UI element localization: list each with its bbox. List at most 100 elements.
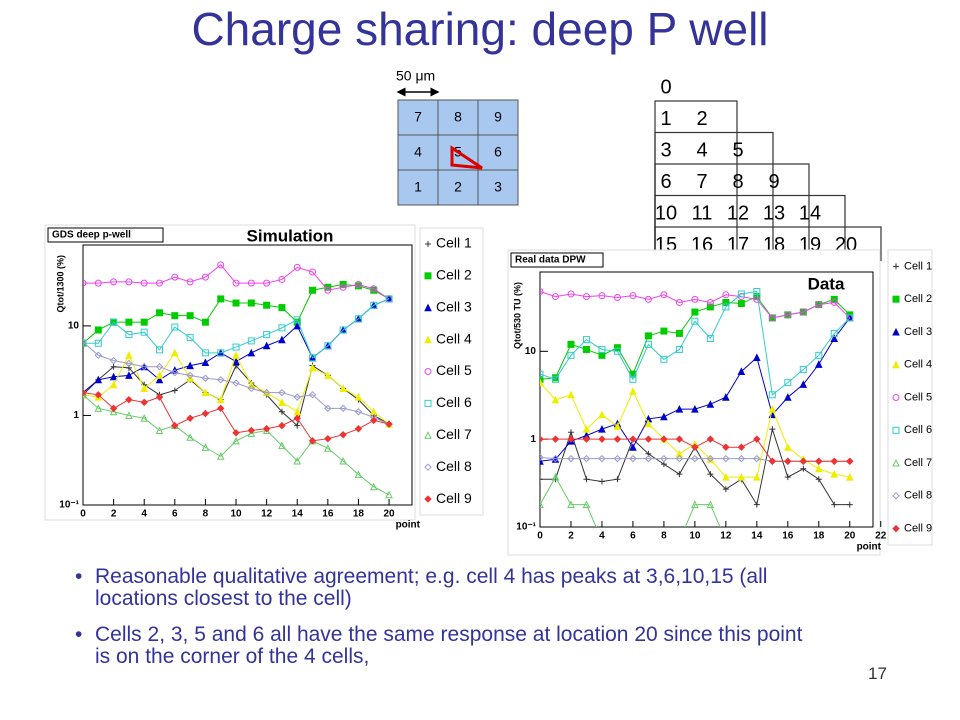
marker [186,414,194,422]
legend-label: Cell 9 [904,523,932,535]
marker [660,454,668,463]
marker [660,355,668,363]
marker [155,375,164,384]
x-tick-label: 8 [661,531,667,542]
x-tick-label: 10 [689,531,701,542]
series-line [83,341,390,425]
x-tick-label: 6 [630,531,636,542]
marker [551,435,560,443]
pixel-label: 1 [414,179,422,195]
marker [814,360,823,368]
x-tick-label: 22 [875,531,887,542]
marker [217,404,225,413]
marker [156,346,164,354]
marker [598,435,606,443]
legend-label: Cell 6 [904,424,932,436]
marker [737,300,745,308]
marker [675,454,684,463]
marker [155,393,164,401]
marker [262,388,271,397]
marker [737,290,745,298]
marker [567,500,575,509]
marker [110,318,118,326]
marker [110,363,117,370]
lattice-label: 7 [696,171,707,193]
marker [582,336,590,344]
marker [567,454,575,463]
legend-marker [424,272,432,280]
series-line [540,290,851,396]
marker [186,278,194,286]
legend-label: Cell 5 [436,362,472,378]
marker [217,376,225,384]
pixel-label: 4 [414,144,422,160]
marker [109,380,118,389]
series-line [540,291,851,319]
lattice-label: 0 [660,76,671,98]
legend-marker [892,394,900,401]
marker [753,501,760,508]
marker [644,454,653,463]
marker [540,500,544,509]
legend-marker [424,495,432,503]
marker [629,292,637,300]
marker [339,404,347,413]
marker [278,388,286,397]
marker [308,437,317,445]
marker [324,404,332,413]
marker [339,384,347,392]
marker [354,425,363,433]
marker [676,471,683,478]
marker [784,457,792,465]
marker [201,318,209,326]
marker [324,444,332,452]
marker [140,398,148,407]
legend-label: Cell 1 [904,260,932,272]
marker [644,332,652,340]
marker [370,301,378,309]
marker [598,478,605,485]
marker [247,384,256,393]
marker [293,263,301,271]
marker [768,404,777,413]
marker [125,331,133,339]
marker [309,286,317,294]
marker [799,366,807,374]
marker [551,472,560,481]
x-tick-label: 12 [720,531,732,542]
x-tick-label: 8 [203,509,209,520]
lattice-label: 9 [768,171,779,193]
marker [722,291,730,299]
page-number: 17 [868,664,887,683]
marker [737,472,746,481]
marker [94,391,103,399]
series-line [83,298,390,359]
legend-marker [893,263,899,270]
marker [753,353,761,362]
marker [846,314,854,322]
series-line [540,476,721,527]
marker [83,339,87,347]
marker [540,453,544,462]
marker [216,395,225,404]
marker [753,435,761,443]
marker [660,327,668,335]
x-tick-label: 20 [383,509,395,520]
marker [540,375,544,383]
marker [722,454,730,463]
marker [737,454,746,463]
marker [598,351,606,359]
x-tick-label: 2 [568,531,574,542]
marker [660,435,668,443]
marker [293,393,301,401]
marker [613,347,621,355]
legend-label: Cell 3 [904,326,932,338]
lattice-label: 8 [732,171,743,193]
marker [171,369,179,377]
marker [567,435,575,443]
marker [753,287,761,295]
marker [247,299,255,307]
legend-marker [424,335,432,344]
y-axis-label: Qtot/530 TU (%) [512,282,522,349]
marker [109,356,118,365]
